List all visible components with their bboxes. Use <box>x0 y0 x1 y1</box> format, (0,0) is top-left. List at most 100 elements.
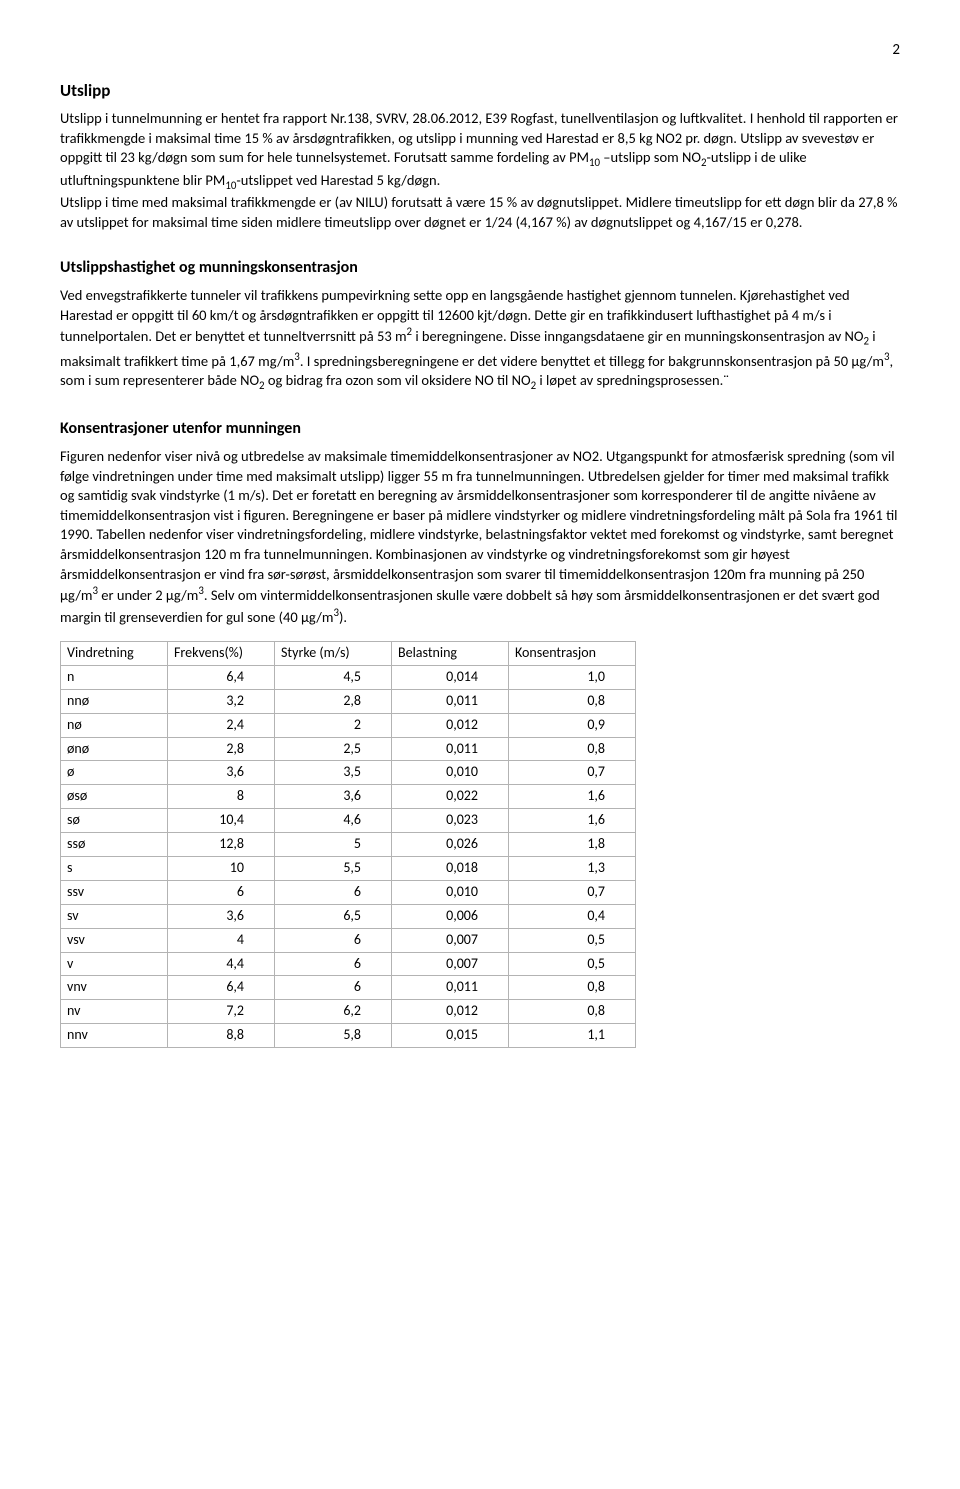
table-cell: 0,007 <box>392 928 509 952</box>
table-cell: 0,8 <box>509 1000 636 1024</box>
table-cell: 4,4 <box>168 952 275 976</box>
table-cell: 0,8 <box>509 737 636 761</box>
table-cell: ønø <box>61 737 168 761</box>
paragraph-hastighet: Ved envegstrafikkerte tunneler vil trafi… <box>60 286 900 393</box>
table-cell: 3,6 <box>275 785 392 809</box>
table-row: s105,50,0181,3 <box>61 856 636 880</box>
table-cell: vsv <box>61 928 168 952</box>
table-cell: 0,012 <box>392 713 509 737</box>
page-number: 2 <box>60 40 900 60</box>
table-cell: 6 <box>275 952 392 976</box>
table-cell: 0,4 <box>509 904 636 928</box>
table-cell: 10,4 <box>168 809 275 833</box>
heading-hastighet: Utslippshastighet og munningskonsentrasj… <box>60 257 900 279</box>
table-cell: 1,0 <box>509 665 636 689</box>
table-cell: 0,5 <box>509 952 636 976</box>
table-row: n6,44,50,0141,0 <box>61 665 636 689</box>
table-cell: 5,8 <box>275 1024 392 1048</box>
table-cell: 4,5 <box>275 665 392 689</box>
table-cell: 0,5 <box>509 928 636 952</box>
table-cell: 3,6 <box>168 904 275 928</box>
table-cell: 1,3 <box>509 856 636 880</box>
table-header: Frekvens(%) <box>168 641 275 665</box>
table-cell: nv <box>61 1000 168 1024</box>
table-cell: 0,022 <box>392 785 509 809</box>
table-cell: 3,2 <box>168 689 275 713</box>
table-cell: 10 <box>168 856 275 880</box>
table-cell: 6 <box>275 880 392 904</box>
table-cell: 3,5 <box>275 761 392 785</box>
table-cell: 2,8 <box>275 689 392 713</box>
table-row: nnv8,85,80,0151,1 <box>61 1024 636 1048</box>
table-cell: 0,010 <box>392 761 509 785</box>
table-cell: 0,7 <box>509 880 636 904</box>
table-cell: 7,2 <box>168 1000 275 1024</box>
table-cell: 0,012 <box>392 1000 509 1024</box>
table-cell: ssv <box>61 880 168 904</box>
table-cell: 4,6 <box>275 809 392 833</box>
table-cell: 4 <box>168 928 275 952</box>
table-row: sø10,44,60,0231,6 <box>61 809 636 833</box>
table-cell: sø <box>61 809 168 833</box>
table-cell: 1,8 <box>509 833 636 857</box>
table-cell: ø <box>61 761 168 785</box>
table-row: nø2,420,0120,9 <box>61 713 636 737</box>
table-row: nnø3,22,80,0110,8 <box>61 689 636 713</box>
table-cell: 12,8 <box>168 833 275 857</box>
table-cell: s <box>61 856 168 880</box>
table-cell: 2,8 <box>168 737 275 761</box>
table-row: ønø2,82,50,0110,8 <box>61 737 636 761</box>
table-cell: 6,4 <box>168 976 275 1000</box>
table-cell: 0,018 <box>392 856 509 880</box>
table-cell: 6,2 <box>275 1000 392 1024</box>
table-cell: nø <box>61 713 168 737</box>
table-cell: 1,6 <box>509 809 636 833</box>
table-row: ssv660,0100,7 <box>61 880 636 904</box>
table-cell: 6 <box>168 880 275 904</box>
table-header: Konsentrasjon <box>509 641 636 665</box>
table-cell: 6,5 <box>275 904 392 928</box>
table-cell: 6 <box>275 976 392 1000</box>
table-cell: nnø <box>61 689 168 713</box>
table-cell: 6,4 <box>168 665 275 689</box>
table-row: vsv460,0070,5 <box>61 928 636 952</box>
table-row: øsø83,60,0221,6 <box>61 785 636 809</box>
table-cell: 0,023 <box>392 809 509 833</box>
table-cell: v <box>61 952 168 976</box>
table-cell: 0,8 <box>509 976 636 1000</box>
table-cell: sv <box>61 904 168 928</box>
table-cell: ssø <box>61 833 168 857</box>
table-cell: 0,006 <box>392 904 509 928</box>
table-cell: 0,9 <box>509 713 636 737</box>
heading-konsentrasjon: Konsentrasjoner utenfor munningen <box>60 418 900 440</box>
table-cell: 0,014 <box>392 665 509 689</box>
table-row: sv3,66,50,0060,4 <box>61 904 636 928</box>
table-header: Belastning <box>392 641 509 665</box>
table-cell: 2 <box>275 713 392 737</box>
table-cell: 0,010 <box>392 880 509 904</box>
table-cell: 0,8 <box>509 689 636 713</box>
table-row: ø3,63,50,0100,7 <box>61 761 636 785</box>
table-cell: 0,007 <box>392 952 509 976</box>
table-cell: 8,8 <box>168 1024 275 1048</box>
table-cell: 0,011 <box>392 976 509 1000</box>
wind-table: VindretningFrekvens(%)Styrke (m/s)Belast… <box>60 641 636 1048</box>
table-cell: 0,026 <box>392 833 509 857</box>
table-cell: 8 <box>168 785 275 809</box>
table-row: nv7,26,20,0120,8 <box>61 1000 636 1024</box>
table-cell: 3,6 <box>168 761 275 785</box>
table-cell: 5,5 <box>275 856 392 880</box>
paragraph-konsentrasjon: Figuren nedenfor viser nivå og utbredels… <box>60 447 900 627</box>
table-header: Vindretning <box>61 641 168 665</box>
table-cell: 2,5 <box>275 737 392 761</box>
table-header: Styrke (m/s) <box>275 641 392 665</box>
table-cell: 5 <box>275 833 392 857</box>
table-cell: n <box>61 665 168 689</box>
table-row: v4,460,0070,5 <box>61 952 636 976</box>
table-cell: 1,1 <box>509 1024 636 1048</box>
table-cell: 0,015 <box>392 1024 509 1048</box>
table-row: vnv6,460,0110,8 <box>61 976 636 1000</box>
table-cell: 1,6 <box>509 785 636 809</box>
table-cell: 0,011 <box>392 689 509 713</box>
table-cell: nnv <box>61 1024 168 1048</box>
